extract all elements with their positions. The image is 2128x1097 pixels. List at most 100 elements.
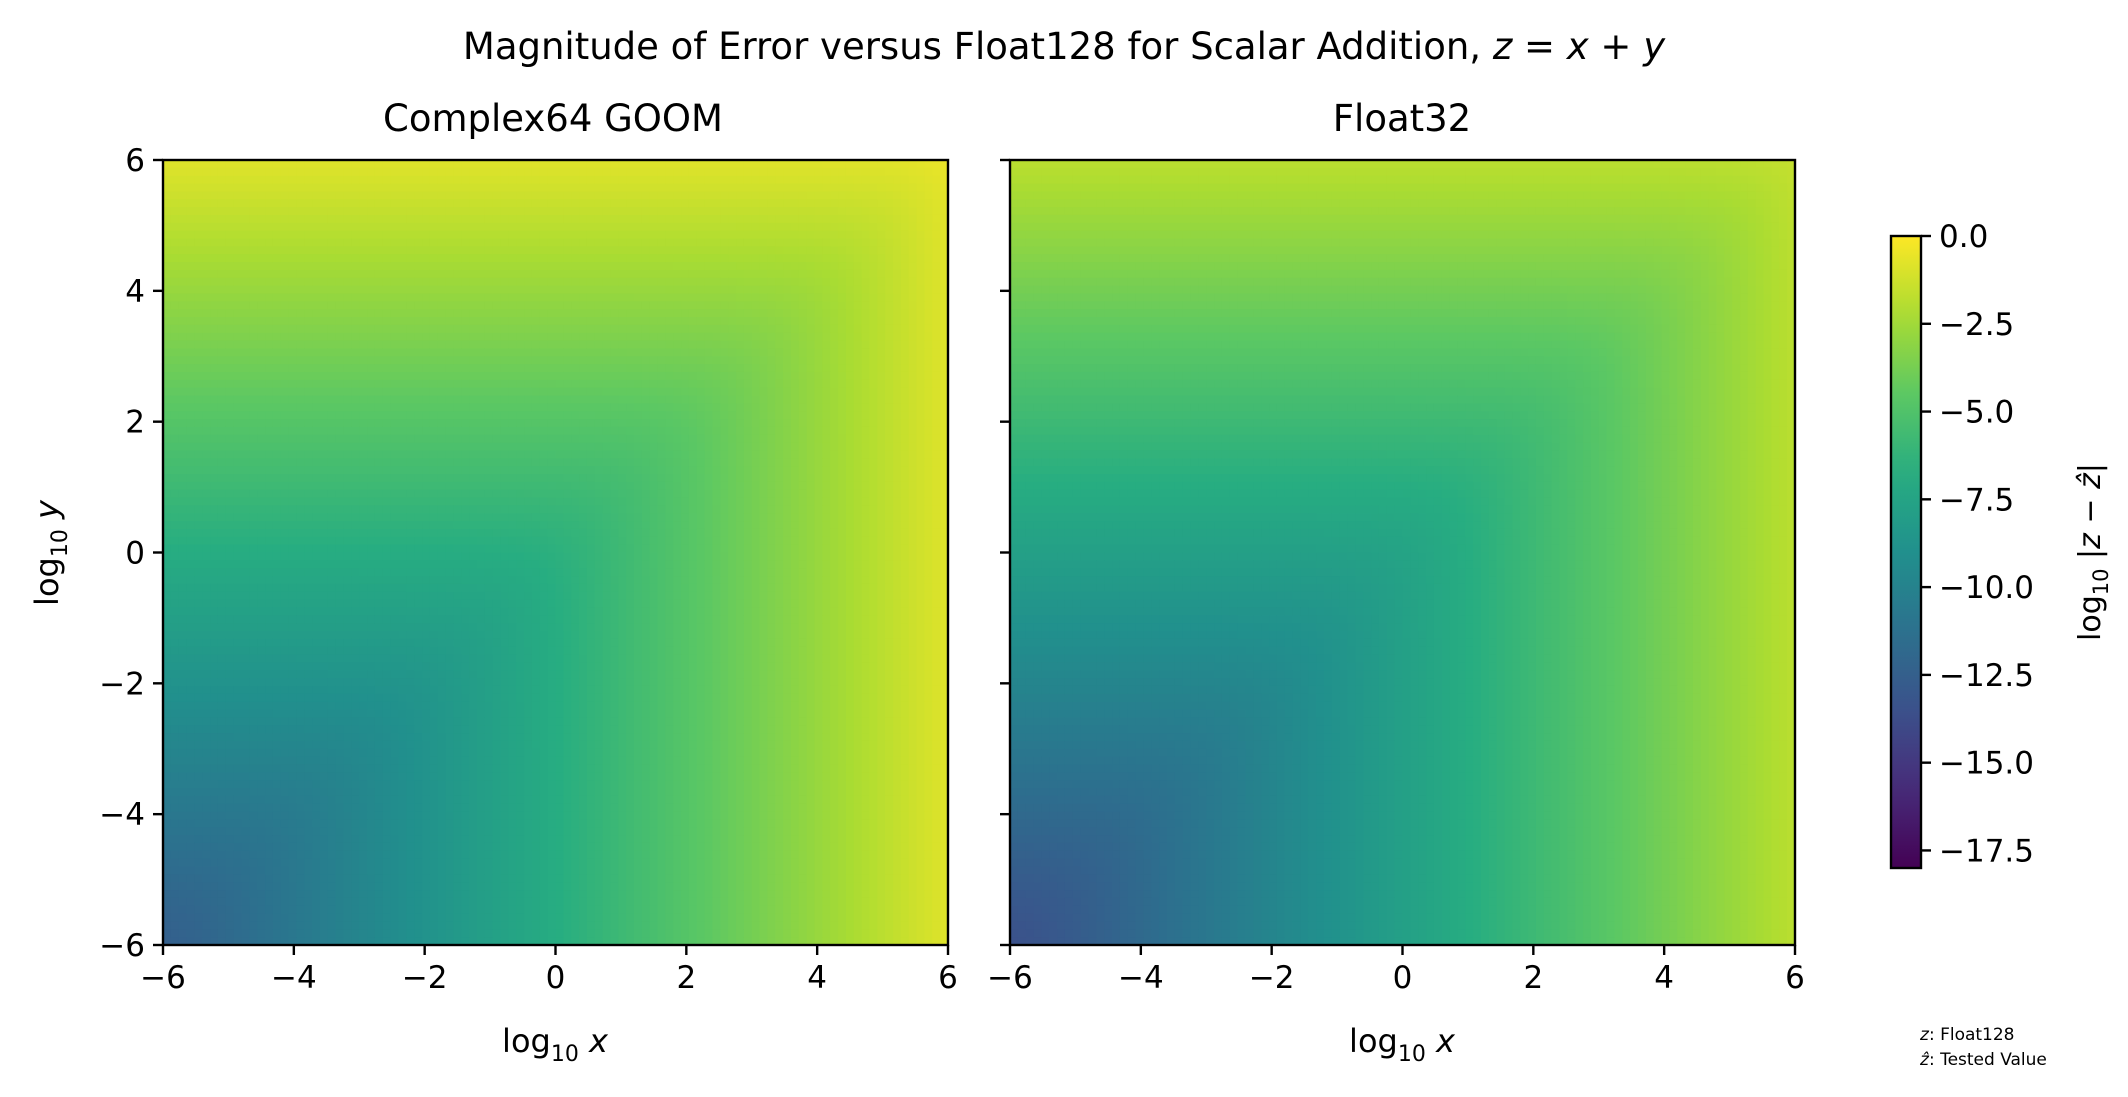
heatmap-cell <box>320 685 329 695</box>
heatmap-cell <box>539 638 549 648</box>
heatmap-cell <box>178 788 188 797</box>
heatmap-cell <box>178 882 188 891</box>
heatmap-cell <box>265 670 274 679</box>
heatmap-cell <box>382 552 392 561</box>
heatmap-cell <box>178 756 188 766</box>
heatmap-cell <box>516 835 525 844</box>
heatmap-cell <box>516 481 525 491</box>
heatmap-cell <box>492 199 502 208</box>
heatmap-cell <box>186 780 195 789</box>
heatmap-cell <box>194 230 203 240</box>
heatmap-cell <box>516 591 525 601</box>
heatmap-cell <box>202 631 211 640</box>
heatmap-cell <box>524 528 533 538</box>
heatmap-cell <box>178 921 188 930</box>
heatmap-cell <box>296 466 305 475</box>
heatmap-cell <box>492 160 502 169</box>
heatmap-cell <box>178 466 188 475</box>
heatmap-cell <box>233 670 243 679</box>
heatmap-cell <box>320 882 329 891</box>
heatmap-cell <box>202 560 211 569</box>
heatmap-cell <box>414 419 423 428</box>
heatmap-cell <box>170 733 180 742</box>
heatmap-cell <box>280 740 290 750</box>
heatmap-cell <box>547 183 557 192</box>
heatmap-cell <box>492 207 502 216</box>
heatmap-cell <box>272 387 282 397</box>
heatmap-cell <box>304 466 313 475</box>
heatmap-cell <box>186 222 195 232</box>
heatmap-cell <box>280 646 290 656</box>
heatmap-cell <box>477 254 486 263</box>
heatmap-cell <box>249 701 258 711</box>
heatmap-cell <box>469 701 478 711</box>
heatmap-cell <box>414 536 423 546</box>
heatmap-cell <box>296 489 305 499</box>
heatmap-cell <box>320 623 329 632</box>
heatmap-cell <box>163 607 172 616</box>
heatmap-cell <box>516 183 525 192</box>
heatmap-cell <box>194 568 203 577</box>
heatmap-cell <box>272 701 282 711</box>
heatmap-cell <box>335 269 345 279</box>
heatmap-cell <box>367 858 376 868</box>
heatmap-cell <box>445 827 455 836</box>
heatmap-cell <box>469 246 478 255</box>
heatmap-cell <box>202 395 211 404</box>
heatmap-cell <box>367 536 376 546</box>
heatmap-cell <box>343 191 352 200</box>
heatmap-cell <box>265 874 274 883</box>
heatmap-cell <box>335 497 345 506</box>
heatmap-cell <box>320 717 329 726</box>
heatmap-cell <box>312 434 321 444</box>
heatmap-cell <box>210 662 219 671</box>
heatmap-cell <box>178 819 188 828</box>
heatmap-cell <box>343 293 352 302</box>
heatmap-cell <box>524 701 533 711</box>
heatmap-cell <box>170 505 180 514</box>
heatmap-cell <box>382 890 392 899</box>
heatmap-cell <box>327 183 337 192</box>
heatmap-cell <box>508 371 517 381</box>
heatmap-cell <box>320 340 329 349</box>
heatmap-cell <box>500 489 509 499</box>
heatmap-cell <box>445 340 455 349</box>
heatmap-cell <box>547 780 557 789</box>
heatmap-cell <box>531 183 541 192</box>
heatmap-cell <box>272 670 282 679</box>
heatmap-cell <box>351 277 360 287</box>
heatmap-cell <box>531 835 541 844</box>
heatmap-cell <box>320 764 329 773</box>
heatmap-cell <box>343 638 352 648</box>
heatmap-cell <box>374 803 384 813</box>
heatmap-cell <box>320 324 329 334</box>
heatmap-cell <box>531 717 541 726</box>
heatmap-cell <box>280 536 290 546</box>
heatmap-cell <box>327 324 337 334</box>
heatmap-cell <box>249 803 258 813</box>
heatmap-cell <box>374 324 384 334</box>
heatmap-cell <box>272 458 282 467</box>
heatmap-cell <box>178 214 188 224</box>
heatmap-cell <box>225 858 235 868</box>
heatmap-cell <box>477 874 486 883</box>
heatmap-cell <box>484 230 494 240</box>
heatmap-cell <box>374 340 384 349</box>
heatmap-cell <box>390 199 400 208</box>
heatmap-cell <box>225 175 235 185</box>
heatmap-cell <box>210 607 219 616</box>
heatmap-cell <box>453 356 462 365</box>
heatmap-cell <box>500 317 509 326</box>
heatmap-cell <box>374 254 384 263</box>
heatmap-cell <box>249 740 258 750</box>
heatmap-cell <box>280 505 290 514</box>
heatmap-cell <box>524 505 533 514</box>
heatmap-cell <box>484 497 494 506</box>
heatmap-cell <box>233 693 243 703</box>
heatmap-cell <box>312 756 321 766</box>
heatmap-cell <box>186 238 195 247</box>
heatmap-cell <box>163 552 172 561</box>
heatmap-cell <box>382 262 392 271</box>
heatmap-cell <box>398 458 407 467</box>
heatmap-cell <box>265 780 274 789</box>
